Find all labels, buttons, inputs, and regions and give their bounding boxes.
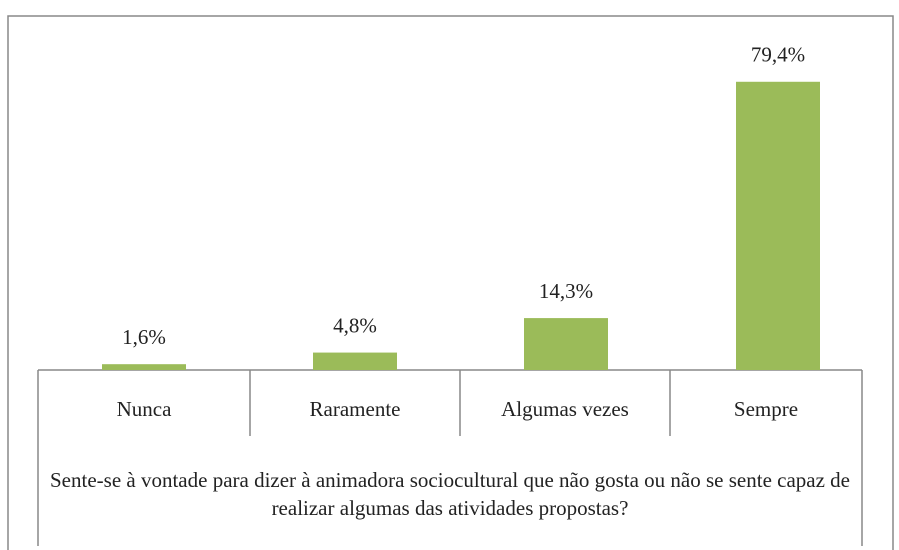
value-label: 14,3% [539,279,593,303]
x-tick-label: Algumas vezes [501,397,629,421]
x-tick-label: Raramente [310,397,401,421]
x-axis-label: Sente-se à vontade para dizer à animador… [50,468,850,520]
x-tick-label: Sempre [734,397,798,421]
bar [313,352,397,370]
value-label: 79,4% [751,43,805,67]
bar [102,364,186,370]
value-label: 4,8% [333,313,377,337]
frame [7,15,894,550]
value-label: 1,6% [122,325,166,349]
bar [524,318,608,370]
x-tick-label: Nunca [117,397,172,421]
bar [736,81,820,370]
